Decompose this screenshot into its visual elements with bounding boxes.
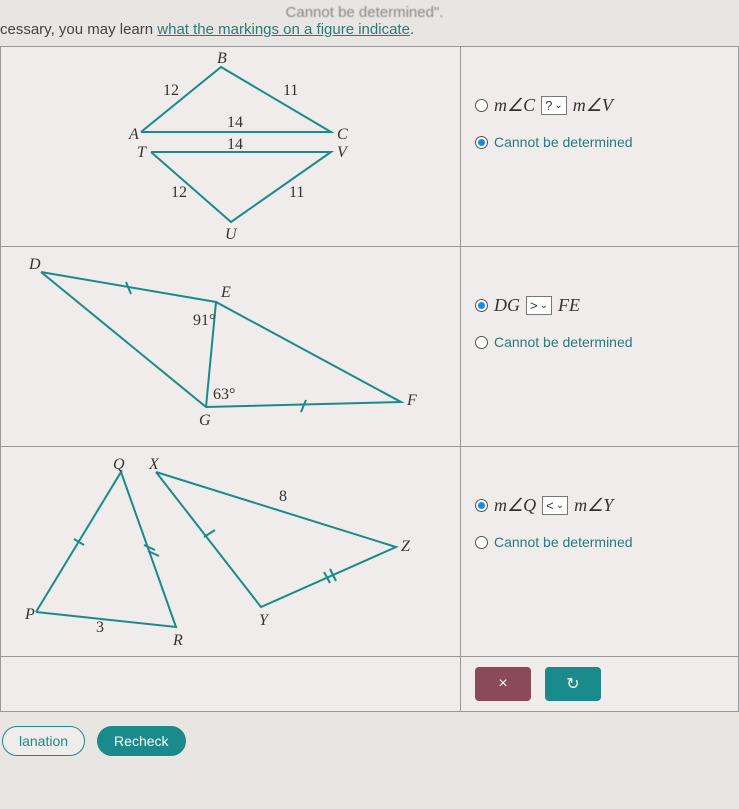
svg-text:D: D bbox=[28, 256, 41, 273]
svg-text:P: P bbox=[24, 606, 35, 623]
svg-text:12: 12 bbox=[163, 82, 179, 99]
opt1-right: m∠Y bbox=[574, 495, 613, 516]
svg-text:11: 11 bbox=[289, 184, 304, 201]
opt2-label: Cannot be determined bbox=[494, 134, 633, 150]
chevron-down-icon: ⌄ bbox=[556, 500, 564, 511]
instruction-prefix: cessary, you may learn bbox=[0, 21, 157, 38]
radio-icon bbox=[475, 336, 488, 349]
selector-3[interactable]: <⌄ bbox=[542, 496, 568, 515]
svg-text:14: 14 bbox=[227, 114, 243, 131]
figure-1-svg: A B C 12 11 14 T V U 14 12 11 bbox=[1, 47, 461, 247]
row2-option2[interactable]: Cannot be determined bbox=[475, 334, 724, 350]
svg-text:G: G bbox=[199, 412, 211, 429]
empty-figure bbox=[1, 657, 461, 711]
svg-text:X: X bbox=[148, 456, 160, 473]
bottom-bar: lanation Recheck bbox=[0, 712, 739, 762]
svg-text:14: 14 bbox=[227, 136, 243, 153]
row1-option1[interactable]: m∠C ?⌄ m∠V bbox=[475, 95, 724, 116]
instruction-line: cessary, you may learn what the markings… bbox=[0, 21, 729, 38]
close-button[interactable]: × bbox=[475, 667, 531, 701]
svg-text:B: B bbox=[217, 50, 227, 67]
svg-text:R: R bbox=[172, 632, 183, 649]
row-3: P Q R 3 X Y Z 8 m∠Q bbox=[1, 447, 738, 657]
svg-text:A: A bbox=[128, 126, 139, 143]
svg-text:C: C bbox=[337, 126, 348, 143]
row-actions: × ↻ bbox=[1, 657, 738, 712]
opt1-right: m∠V bbox=[573, 95, 613, 116]
recheck-button[interactable]: Recheck bbox=[97, 726, 185, 756]
radio-icon bbox=[475, 499, 488, 512]
svg-text:8: 8 bbox=[279, 488, 287, 505]
answers-1: m∠C ?⌄ m∠V Cannot be determined bbox=[461, 47, 738, 246]
row3-option1[interactable]: m∠Q <⌄ m∠Y bbox=[475, 495, 724, 516]
row1-option2[interactable]: Cannot be determined bbox=[475, 134, 724, 150]
opt1-left: DG bbox=[494, 295, 520, 316]
chevron-down-icon: ⌄ bbox=[554, 100, 562, 111]
instruction-suffix: . bbox=[410, 21, 414, 38]
reset-button[interactable]: ↻ bbox=[545, 667, 601, 701]
opt2-label: Cannot be determined bbox=[494, 534, 633, 550]
opt1-left: m∠Q bbox=[494, 495, 536, 516]
svg-text:3: 3 bbox=[96, 619, 104, 636]
problem-grid: A B C 12 11 14 T V U 14 12 11 bbox=[0, 46, 739, 712]
close-icon: × bbox=[498, 675, 507, 693]
svg-text:V: V bbox=[337, 144, 349, 161]
figure-2-svg: D E F G 91° 63° bbox=[1, 247, 461, 447]
svg-text:91°: 91° bbox=[193, 312, 215, 329]
opt1-left: m∠C bbox=[494, 95, 535, 116]
chevron-down-icon: ⌄ bbox=[540, 300, 548, 311]
figure-3-svg: P Q R 3 X Y Z 8 bbox=[1, 447, 461, 657]
answers-2: DG >⌄ FE Cannot be determined bbox=[461, 247, 738, 446]
answers-3: m∠Q <⌄ m∠Y Cannot be determined bbox=[461, 447, 738, 656]
selector-1[interactable]: ?⌄ bbox=[541, 96, 567, 115]
opt2-label: Cannot be determined bbox=[494, 334, 633, 350]
row-2: D E F G 91° 63° DG >⌄ FE Cannot b bbox=[1, 247, 738, 447]
svg-text:63°: 63° bbox=[213, 386, 235, 403]
svg-text:T: T bbox=[137, 144, 147, 161]
explanation-button[interactable]: lanation bbox=[2, 726, 85, 756]
figure-3: P Q R 3 X Y Z 8 bbox=[1, 447, 461, 656]
svg-text:12: 12 bbox=[171, 184, 187, 201]
selector-2[interactable]: >⌄ bbox=[526, 296, 552, 315]
svg-text:U: U bbox=[225, 226, 238, 243]
partial-line: Cannot be determined". bbox=[0, 4, 729, 21]
opt1-right: FE bbox=[558, 295, 580, 316]
header-block: Cannot be determined". cessary, you may … bbox=[0, 0, 739, 46]
radio-icon bbox=[475, 136, 488, 149]
svg-text:Q: Q bbox=[113, 456, 125, 473]
markings-link[interactable]: what the markings on a figure indicate bbox=[157, 21, 410, 38]
action-cell: × ↻ bbox=[461, 657, 738, 711]
radio-icon bbox=[475, 299, 488, 312]
reset-icon: ↻ bbox=[566, 674, 579, 694]
radio-icon bbox=[475, 99, 488, 112]
figure-2: D E F G 91° 63° bbox=[1, 247, 461, 446]
row3-option2[interactable]: Cannot be determined bbox=[475, 534, 724, 550]
svg-text:11: 11 bbox=[283, 82, 298, 99]
row-1: A B C 12 11 14 T V U 14 12 11 bbox=[1, 47, 738, 247]
svg-text:E: E bbox=[220, 284, 231, 301]
row2-option1[interactable]: DG >⌄ FE bbox=[475, 295, 724, 316]
radio-icon bbox=[475, 536, 488, 549]
svg-text:F: F bbox=[406, 392, 417, 409]
svg-text:Y: Y bbox=[259, 612, 270, 629]
figure-1: A B C 12 11 14 T V U 14 12 11 bbox=[1, 47, 461, 246]
svg-text:Z: Z bbox=[401, 538, 411, 555]
